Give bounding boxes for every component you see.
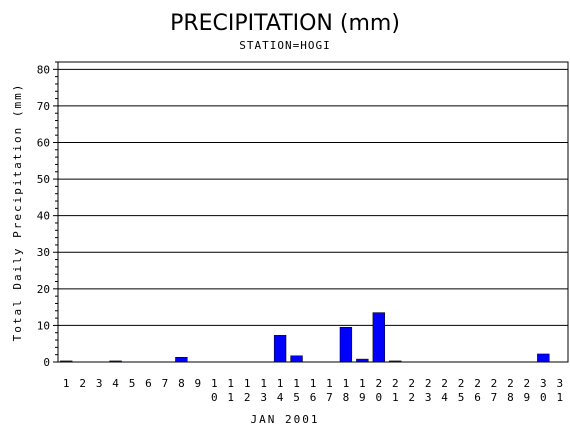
- x-tick-label: 7: [162, 377, 169, 390]
- bar-day-14: [273, 335, 287, 363]
- y-axis-label: Total Daily Precipitation (mm): [11, 83, 24, 342]
- x-tick-label: 3: [96, 377, 103, 390]
- y-tick-label: 70: [37, 100, 50, 113]
- x-tick-label: 1: [63, 377, 70, 390]
- bar-day-30: [537, 353, 550, 363]
- bar-day-18: [339, 326, 353, 363]
- x-axis-ticks: 1 2 3 4 5 6 7 8 9 1 01 11 21 31 41 51 61 71 81 92 02 12 22 32 42…: [63, 377, 563, 404]
- bars: [60, 312, 550, 363]
- bar-day-20: [372, 312, 385, 363]
- x-axis-label: JAN 2001: [251, 413, 320, 426]
- bar-day-1: [60, 360, 73, 363]
- y-tick-label: 0: [43, 356, 50, 369]
- chart-subtitle: STATION=HOGI: [239, 39, 330, 52]
- x-tick-label: 8: [178, 377, 185, 390]
- bar-day-15: [290, 355, 303, 363]
- bar-day-4: [109, 360, 122, 363]
- gridlines: [58, 68, 568, 363]
- plot-area-frame: [57, 61, 569, 363]
- x-tick-label: 5: [129, 377, 136, 390]
- y-axis-ticks: 0 10 20 30 40 50 60 70 80: [37, 61, 58, 369]
- y-tick-label: 80: [37, 63, 50, 76]
- y-tick-label: 30: [37, 246, 50, 259]
- x-tick-label: 2: [79, 377, 86, 390]
- x-tick-label: 4: [112, 377, 119, 390]
- bar-day-21: [389, 360, 402, 363]
- y-tick-label: 10: [37, 319, 50, 332]
- x-tick-label: 6: [145, 377, 152, 390]
- y-tick-label: 20: [37, 283, 50, 296]
- bar-day-19: [356, 358, 369, 363]
- bar-day-8: [175, 356, 188, 363]
- chart-title: PRECIPITATION (mm): [170, 11, 400, 36]
- y-tick-label: 40: [37, 210, 50, 223]
- y-tick-label: 60: [37, 136, 50, 149]
- y-tick-label: 50: [37, 173, 50, 186]
- x-tick-label: 9: [195, 377, 202, 390]
